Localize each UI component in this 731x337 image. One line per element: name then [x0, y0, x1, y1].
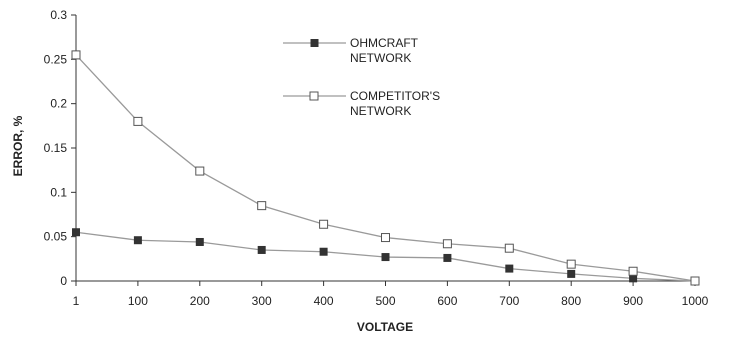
data-point-competitor [504, 243, 514, 253]
x-tick-label: 1000 [682, 294, 709, 308]
data-point-competitor [257, 201, 267, 211]
y-tick-label: 0.25 [44, 52, 68, 66]
y-axis-title: ERROR, % [11, 115, 25, 176]
x-tick-label: 200 [190, 294, 210, 308]
legend-label: NETWORK [350, 51, 411, 65]
legend-marker-competitor [309, 91, 319, 101]
data-point-ohmcraft [443, 253, 452, 262]
y-axis-ticks: 0 0.05 0.1 0.15 0.2 0.25 0.3 [44, 8, 76, 288]
x-tick-label: 100 [128, 294, 148, 308]
data-point-competitor [71, 50, 81, 60]
x-axis-title: VOLTAGE [357, 320, 413, 334]
legend-marker-ohmcraft [310, 39, 319, 47]
data-point-competitor [195, 166, 205, 176]
y-tick-label: 0.1 [50, 185, 67, 199]
data-point-ohmcraft [629, 274, 638, 283]
data-point-competitor [133, 116, 143, 126]
y-tick-label: 0.15 [44, 141, 68, 155]
data-point-competitor [690, 276, 700, 286]
data-point-ohmcraft [133, 236, 142, 245]
x-tick-label: 800 [561, 294, 581, 308]
x-tick-label: 600 [437, 294, 457, 308]
y-tick-label: 0.3 [50, 8, 67, 22]
y-tick-label: 0.2 [50, 97, 67, 111]
data-point-ohmcraft [72, 228, 80, 237]
data-point-ohmcraft [567, 269, 576, 278]
data-point-competitor [319, 219, 329, 229]
x-axis-ticks: 1 100 200 300 400 500 600 700 800 900 1000 [73, 281, 709, 308]
data-point-ohmcraft [257, 245, 266, 254]
y-tick-label: 0.05 [44, 230, 68, 244]
x-tick-label: 1 [73, 294, 80, 308]
data-point-competitor [566, 259, 576, 269]
data-point-ohmcraft [381, 253, 390, 262]
x-tick-label: 700 [499, 294, 519, 308]
series-layer [71, 50, 700, 286]
legend-label: NETWORK [350, 104, 411, 118]
data-point-competitor [381, 233, 390, 243]
data-point-ohmcraft [505, 264, 514, 273]
x-tick-label: 500 [375, 294, 395, 308]
data-point-competitor [628, 266, 638, 276]
legend-label: COMPETITOR'S [350, 89, 440, 103]
x-tick-label: 900 [623, 294, 643, 308]
x-tick-label: 300 [252, 294, 272, 308]
legend-label: OHMCRAFT [350, 36, 419, 50]
x-tick-label: 400 [314, 294, 334, 308]
data-point-competitor [442, 239, 452, 249]
data-point-ohmcraft [319, 247, 328, 256]
data-point-ohmcraft [195, 237, 204, 246]
y-tick-label: 0 [60, 274, 67, 288]
